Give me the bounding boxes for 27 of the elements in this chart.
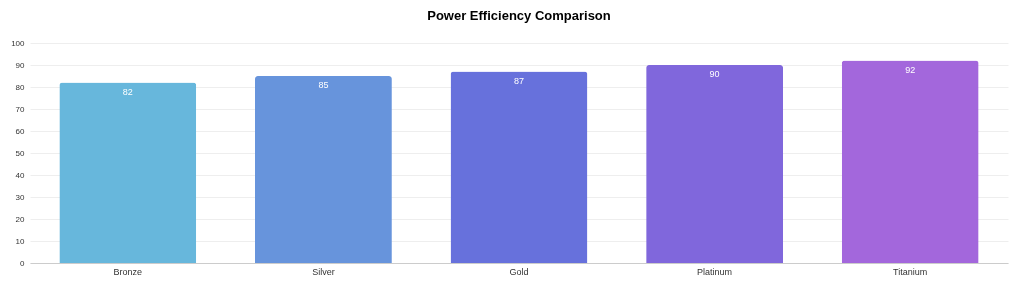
chart-title: Power Efficiency Comparison [427,8,611,23]
x-tick-label: Gold [509,266,529,277]
x-tick-label: Platinum [697,266,733,277]
bar [59,82,197,263]
x-tick-label: Titanium [893,266,928,277]
bar [646,65,784,263]
data-label: 87 [513,75,525,86]
y-tick-label: 100 [11,38,26,48]
x-tick-label: Silver [312,266,335,277]
bar [450,71,588,263]
y-tick-label: 30 [15,192,26,202]
bar [841,60,979,263]
data-label: 90 [709,69,720,79]
data-label: 92 [905,64,916,75]
y-tick-label: 70 [15,104,26,114]
data-label: 82 [122,86,133,97]
y-tick-label: 0 [20,258,26,268]
y-tick-label: 50 [15,148,26,158]
data-label: 85 [318,80,329,90]
y-tick-label: 40 [15,170,26,180]
y-tick-label: 60 [15,126,26,136]
y-tick-label: 20 [15,214,26,224]
y-tick-label: 10 [15,236,26,246]
y-tick-label: 80 [15,82,26,92]
x-tick-label: Bronze [113,266,143,277]
y-tick-label: 90 [15,60,26,70]
bar [254,76,392,263]
